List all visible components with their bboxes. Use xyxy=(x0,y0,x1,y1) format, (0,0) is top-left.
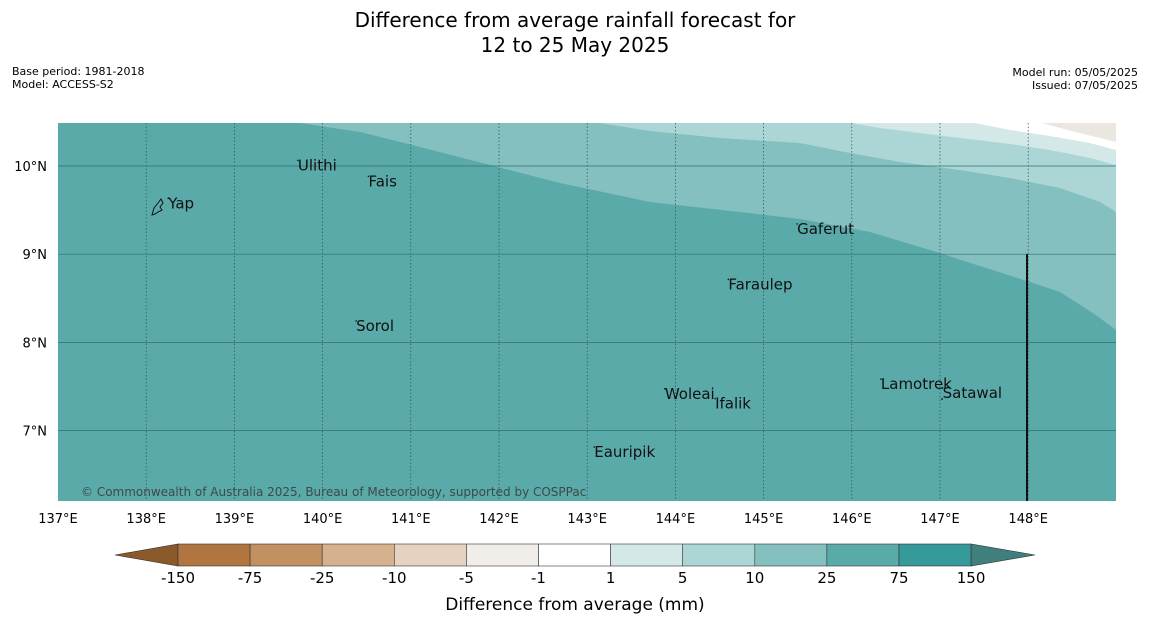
place-marker xyxy=(664,388,666,390)
longitude-label: 146°E xyxy=(832,512,872,527)
colorbar-tick-label: 10 xyxy=(745,569,764,587)
place-marker xyxy=(796,223,798,225)
place-marker xyxy=(367,175,370,178)
place-label: Eauripik xyxy=(594,443,655,461)
place-marker xyxy=(941,398,943,400)
colorbar-tick-label: 1 xyxy=(606,569,616,587)
colorbar-tick-label: 5 xyxy=(678,569,688,587)
issued-text: Issued: 07/05/2025 xyxy=(1031,79,1138,92)
longitude-label: 147°E xyxy=(920,512,960,527)
place-marker xyxy=(941,387,944,389)
copyright-text: © Commonwealth of Australia 2025, Bureau… xyxy=(81,485,586,499)
colorbar-bin xyxy=(538,543,611,567)
place-label: Ifalik xyxy=(715,395,751,413)
yap-island-outline xyxy=(151,198,164,216)
colorbar-bin xyxy=(249,543,323,567)
longitude-label: 143°E xyxy=(567,512,607,527)
metadata-left: Base period: 1981-2018 Model: ACCESS-S2 xyxy=(12,65,144,91)
colorbar-tick-label: -1 xyxy=(531,569,546,587)
place-marker xyxy=(880,378,882,380)
colorbar-tick-label: 150 xyxy=(957,569,986,587)
colorbar-tick-label: 25 xyxy=(817,569,836,587)
model-run-text: Model run: 05/05/2025 xyxy=(1012,66,1138,79)
place-marker xyxy=(714,397,716,400)
title-line-2: 12 to 25 May 2025 xyxy=(480,33,670,57)
place-label: Fais xyxy=(368,172,397,190)
place-label: Gaferut xyxy=(797,220,854,238)
longitude-label: 142°E xyxy=(479,512,519,527)
longitude-label: 137°E xyxy=(38,512,78,527)
colorbar-max-extension xyxy=(970,543,1036,567)
colorbar-tick-label: -10 xyxy=(382,569,407,587)
longitude-label: 140°E xyxy=(303,512,343,527)
colorbar-bin xyxy=(466,543,539,567)
latitude-label: 7°N xyxy=(23,425,48,440)
latitude-label: 9°N xyxy=(23,248,48,263)
colorbar-tick-label: -75 xyxy=(238,569,263,587)
longitude-axis: 137°E 138°E 139°E 140°E 141°E 142°E 143°E 144°E… xyxy=(38,512,1048,527)
colorbar-tick-label: 75 xyxy=(889,569,908,587)
place-label: Woleai xyxy=(665,385,715,403)
place-label: Lamotrek xyxy=(881,375,952,393)
colorbar-bin xyxy=(177,543,251,567)
gridlines xyxy=(58,123,1116,501)
colorbar-tick-label: -150 xyxy=(161,569,195,587)
place-labels: Yap Ulithi Fais Gaferut Faraulep Sorol Lamotre… xyxy=(167,156,1002,461)
colorbar-title: Difference from average (mm) xyxy=(445,595,704,615)
place-label: Ulithi xyxy=(298,156,337,174)
map-title: Difference from average rainfall forecas… xyxy=(0,8,1150,58)
colorbar: -150 -75 -25 -10 -5 -1 1 5 10 25 75 150 xyxy=(114,543,1036,587)
place-label: Yap xyxy=(167,194,194,212)
longitude-label: 145°E xyxy=(744,512,784,527)
colorbar-bin xyxy=(754,543,828,567)
title-line-1: Difference from average rainfall forecas… xyxy=(354,8,796,32)
colorbar-tick-label: -5 xyxy=(459,569,474,587)
colorbar-min-extension xyxy=(114,543,179,567)
band-minus5-to-minus1 xyxy=(1042,123,1116,142)
longitude-label: 141°E xyxy=(391,512,431,527)
colorbar-bin xyxy=(610,543,683,567)
metadata-right: Model run: 05/05/2025 Issued: 07/05/2025 xyxy=(1012,66,1138,92)
longitude-label: 148°E xyxy=(1008,512,1048,527)
colorbar-bin xyxy=(826,543,900,567)
longitude-label: 144°E xyxy=(656,512,696,527)
place-marker xyxy=(297,159,299,162)
base-period-text: Base period: 1981-2018 xyxy=(12,65,145,78)
colorbar-bin xyxy=(321,543,395,567)
place-label: Satawal xyxy=(943,384,1002,402)
band-5-to-10 xyxy=(600,123,1116,212)
colorbar-bin xyxy=(682,543,756,567)
place-marker xyxy=(167,197,170,200)
place-label: Faraulep xyxy=(728,275,792,293)
colorbar-bin xyxy=(393,543,467,567)
place-marker xyxy=(593,446,596,448)
latitude-label: 8°N xyxy=(23,336,48,351)
longitude-label: 139°E xyxy=(215,512,255,527)
model-text: Model: ACCESS-S2 xyxy=(12,78,114,91)
band-10-to-25 xyxy=(300,123,1116,330)
place-label: Sorol xyxy=(356,317,394,335)
colorbar-bin xyxy=(898,543,972,567)
latitude-label: 10°N xyxy=(14,160,47,175)
longitude-label: 138°E xyxy=(126,512,166,527)
colorbar-tick-label: -25 xyxy=(310,569,335,587)
place-marker xyxy=(355,320,357,322)
latitude-axis: 10°N 9°N 8°N 7°N xyxy=(14,160,47,440)
place-marker xyxy=(727,278,730,281)
